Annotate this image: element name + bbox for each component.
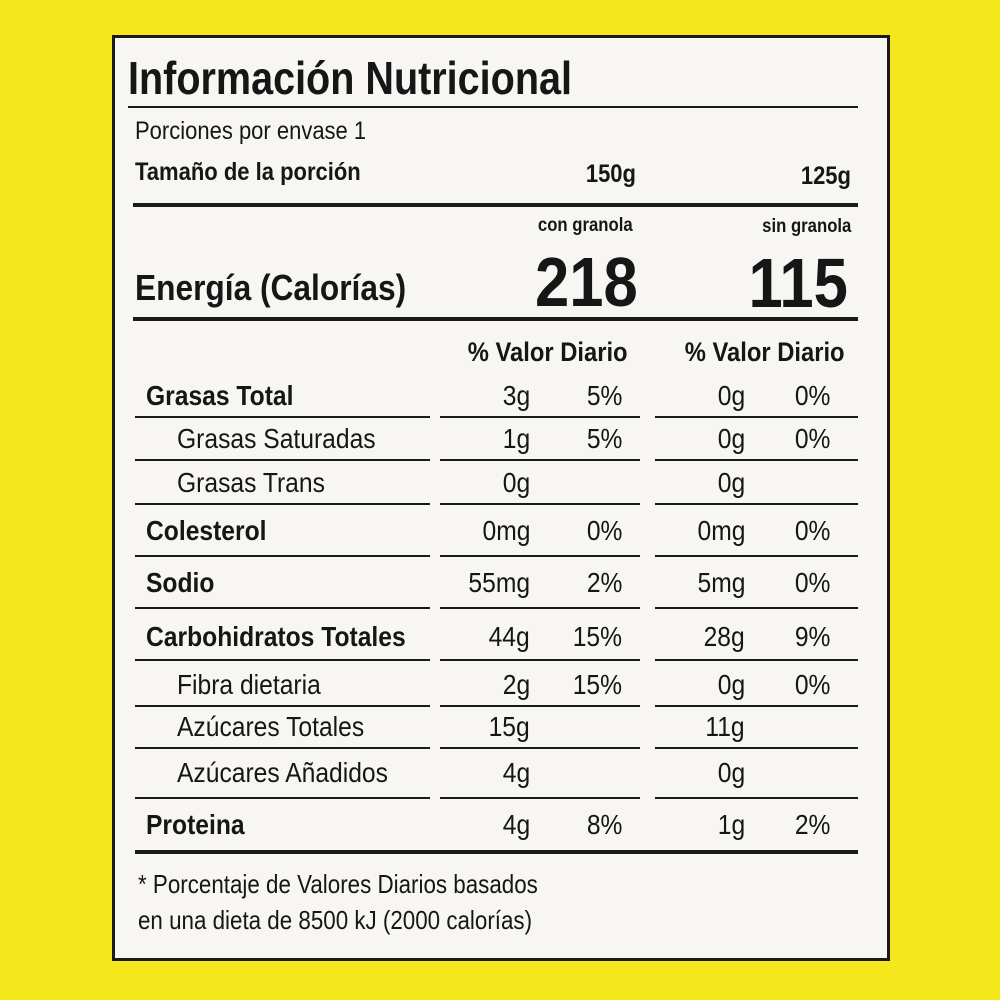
rule xyxy=(135,555,430,557)
rule xyxy=(135,705,430,707)
nutrient-label: Fibra dietaria xyxy=(177,669,321,700)
dv-header: % Valor Diario xyxy=(468,336,628,367)
amount: 3g xyxy=(502,380,530,411)
rule xyxy=(440,555,640,557)
rule xyxy=(135,416,430,418)
serving-size: 125g xyxy=(800,161,851,190)
nutrient-label: Grasas Saturadas xyxy=(177,423,376,454)
amount: 4g xyxy=(502,809,530,840)
daily-value: 15% xyxy=(572,621,622,652)
rule xyxy=(135,459,430,461)
title: Información Nutricional xyxy=(128,52,572,104)
energy-value: 115 xyxy=(748,244,848,322)
serving-size-label: Tamaño de la porción xyxy=(135,157,361,186)
amount: 0mg xyxy=(482,515,530,546)
rule xyxy=(440,659,640,661)
footnote: * Porcentaje de Valores Diarios basados xyxy=(138,869,538,899)
daily-value: 0% xyxy=(794,669,830,700)
daily-value: 15% xyxy=(572,669,622,700)
nutrient-label: Colesterol xyxy=(146,515,267,546)
nutrient-label: Carbohidratos Totales xyxy=(146,621,406,652)
rule xyxy=(135,659,430,661)
amount: 44g xyxy=(488,621,530,652)
rule xyxy=(135,747,430,749)
nutrient-label: Azúcares Totales xyxy=(177,711,365,742)
rule xyxy=(655,503,858,505)
daily-value: 5% xyxy=(586,423,622,454)
rule xyxy=(133,203,858,207)
column-header: con granola xyxy=(538,214,633,236)
daily-value: 8% xyxy=(586,809,622,840)
servings: Porciones por envase 1 xyxy=(135,116,367,145)
nutrient-label: Sodio xyxy=(146,567,215,598)
rule xyxy=(440,459,640,461)
rule xyxy=(655,555,858,557)
daily-value: 0% xyxy=(794,380,830,411)
amount: 0g xyxy=(717,467,745,498)
rule xyxy=(655,659,858,661)
daily-value: 2% xyxy=(586,567,622,598)
daily-value: 0% xyxy=(794,567,830,598)
rule xyxy=(133,317,858,321)
energy-value: 218 xyxy=(535,243,638,321)
rule xyxy=(440,747,640,749)
amount: 0g xyxy=(502,467,530,498)
nutrient-label: Grasas Total xyxy=(146,380,294,411)
nutrient-label: Azúcares Añadidos xyxy=(177,757,388,788)
amount: 0g xyxy=(717,380,745,411)
rule xyxy=(655,747,858,749)
rule xyxy=(655,459,858,461)
daily-value: 0% xyxy=(794,423,830,454)
rule xyxy=(655,797,858,799)
rule xyxy=(135,607,430,609)
column-header: sin granola xyxy=(761,215,851,237)
label-panel xyxy=(112,35,890,961)
amount: 0g xyxy=(717,669,745,700)
rule xyxy=(440,705,640,707)
amount: 0g xyxy=(717,423,745,454)
rule xyxy=(135,797,430,799)
serving-size: 150g xyxy=(585,159,636,188)
rule xyxy=(135,503,430,505)
footnote: en una dieta de 8500 kJ (2000 calorías) xyxy=(138,905,533,935)
daily-value: 0% xyxy=(586,515,622,546)
nutrient-label: Grasas Trans xyxy=(177,467,325,498)
rule xyxy=(440,416,640,418)
daily-value: 2% xyxy=(794,809,830,840)
amount: 1g xyxy=(502,423,530,454)
nutrient-label: Proteina xyxy=(146,809,245,840)
rule xyxy=(128,106,858,108)
rule xyxy=(440,607,640,609)
amount: 11g xyxy=(705,711,745,742)
amount: 0g xyxy=(717,757,745,788)
energy-label: Energía (Calorías) xyxy=(135,267,407,308)
daily-value: 5% xyxy=(586,380,622,411)
rule xyxy=(440,503,640,505)
rule xyxy=(440,797,640,799)
amount: 2g xyxy=(502,669,530,700)
rule xyxy=(135,850,858,854)
amount: 4g xyxy=(502,757,530,788)
rule xyxy=(655,416,858,418)
amount: 15g xyxy=(488,711,530,742)
amount: 1g xyxy=(717,809,745,840)
rule xyxy=(655,705,858,707)
rule xyxy=(655,607,858,609)
amount: 0mg xyxy=(697,515,745,546)
amount: 5mg xyxy=(697,567,745,598)
amount: 55mg xyxy=(468,567,530,598)
amount: 28g xyxy=(703,621,745,652)
daily-value: 0% xyxy=(794,515,830,546)
daily-value: 9% xyxy=(794,621,830,652)
dv-header: % Valor Diario xyxy=(685,336,845,367)
